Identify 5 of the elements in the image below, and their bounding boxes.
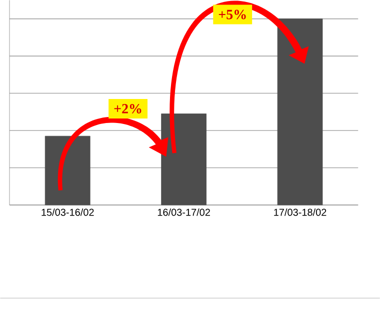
annotation: +5%	[218, 10, 246, 20]
x-tick-label: 17/03-18/02	[274, 208, 326, 216]
x-tick-label: 15/03-16/02	[42, 208, 94, 216]
annotation: +2%	[114, 104, 142, 114]
x-tick-label: 16/03-17/02	[158, 208, 210, 216]
